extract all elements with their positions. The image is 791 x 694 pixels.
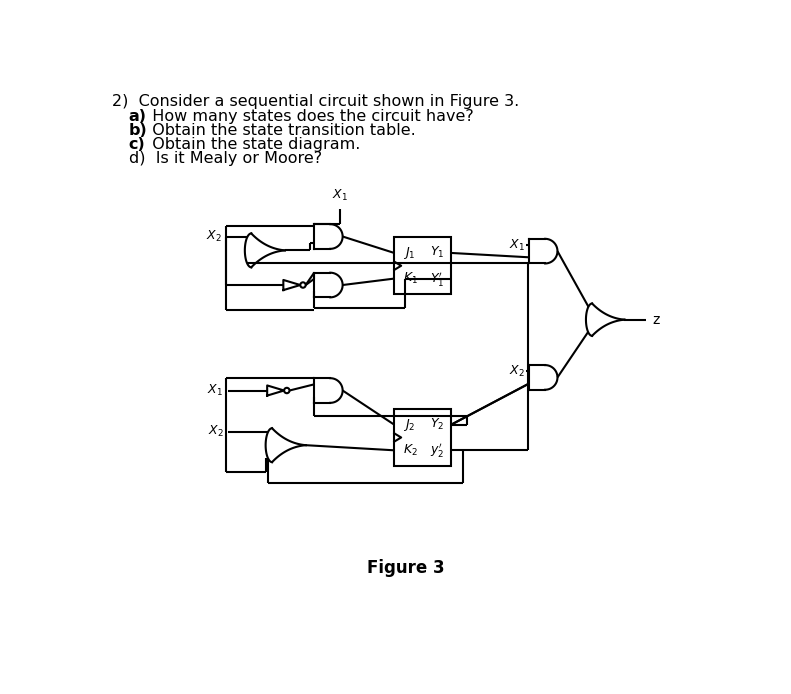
Text: z: z xyxy=(652,313,660,327)
Text: d)  Is it Mealy or Moore?: d) Is it Mealy or Moore? xyxy=(129,151,322,166)
Text: $Y_1$: $Y_1$ xyxy=(430,246,445,260)
Text: $K_2$: $K_2$ xyxy=(403,443,418,458)
Text: How many states does the circuit have?: How many states does the circuit have? xyxy=(142,110,474,124)
Text: $X_2$: $X_2$ xyxy=(509,364,524,379)
Bar xyxy=(394,409,451,466)
Circle shape xyxy=(284,388,290,393)
Text: b): b) xyxy=(129,124,147,138)
Text: a): a) xyxy=(129,110,146,124)
Text: Figure 3: Figure 3 xyxy=(367,559,445,577)
Text: Obtain the state diagram.: Obtain the state diagram. xyxy=(142,137,361,152)
Text: $X_1$: $X_1$ xyxy=(509,237,524,253)
Text: $X_1$: $X_1$ xyxy=(331,187,347,203)
Circle shape xyxy=(301,282,305,288)
Bar xyxy=(394,237,451,294)
Text: $X_2$: $X_2$ xyxy=(206,229,221,244)
Text: $K_1$: $K_1$ xyxy=(403,271,418,286)
Text: Obtain the state transition table.: Obtain the state transition table. xyxy=(142,124,416,138)
Text: $X_1$: $X_1$ xyxy=(207,383,223,398)
Text: $X_2$: $X_2$ xyxy=(207,424,223,439)
Text: $Y_1'$: $Y_1'$ xyxy=(430,269,445,287)
Text: $Y_2$: $Y_2$ xyxy=(430,417,445,432)
Text: c): c) xyxy=(129,137,146,152)
Text: $J_1$: $J_1$ xyxy=(403,245,415,261)
Text: $y_2'$: $y_2'$ xyxy=(430,441,445,459)
Text: 2)  Consider a sequential circuit shown in Figure 3.: 2) Consider a sequential circuit shown i… xyxy=(112,94,519,109)
Text: $J_2$: $J_2$ xyxy=(403,416,415,432)
